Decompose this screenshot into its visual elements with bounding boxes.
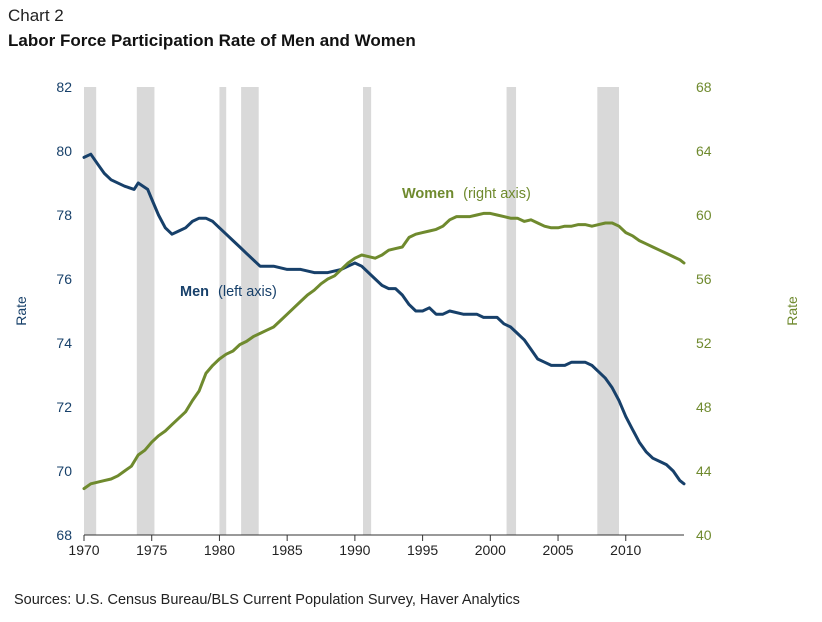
right-tick-label: 64 <box>696 143 712 159</box>
x-tick-label: 1980 <box>204 542 235 558</box>
left-tick-label: 70 <box>56 463 72 479</box>
left-tick-label: 78 <box>56 207 72 223</box>
chart-title: Labor Force Participation Rate of Men an… <box>8 31 416 50</box>
right-tick-label: 56 <box>696 271 712 287</box>
women-series-line <box>82 211 686 491</box>
recession-band <box>84 87 97 535</box>
recession-band <box>219 87 227 535</box>
women-series-axis-note: (right axis) <box>463 186 531 202</box>
recession-bands <box>84 87 619 535</box>
right-tick-label: 48 <box>696 399 712 415</box>
women-series-name: Women <box>402 186 454 202</box>
x-tick-label: 2010 <box>610 542 641 558</box>
right-axis-label: Rate <box>784 296 800 326</box>
right-tick-label: 60 <box>696 207 712 223</box>
x-tick-label: 1985 <box>272 542 303 558</box>
x-tick-label: 2000 <box>475 542 506 558</box>
left-tick-label: 68 <box>56 527 72 543</box>
men-series-line <box>82 152 686 486</box>
left-tick-label: 76 <box>56 271 72 287</box>
left-tick-label: 80 <box>56 143 72 159</box>
x-tick-label: 1995 <box>407 542 438 558</box>
x-tick-label: 1970 <box>68 542 99 558</box>
series-labels: Men (left axis) Women (right axis) <box>180 186 531 300</box>
source-note: Sources: U.S. Census Bureau/BLS Current … <box>14 592 520 608</box>
x-tick-label: 1990 <box>339 542 370 558</box>
axes: 1970 1975 1980 1985 1990 1995 2000 2005 2010 68 70… <box>13 79 800 558</box>
recession-band <box>363 87 372 535</box>
men-series-name: Men <box>180 284 209 300</box>
recession-band <box>597 87 619 535</box>
men-series-label: Men (left axis) <box>180 284 277 300</box>
chart-label: Chart 2 <box>8 6 64 25</box>
series-lines <box>82 152 686 491</box>
recession-band <box>241 87 259 535</box>
recession-band <box>506 87 517 535</box>
right-tick-label: 68 <box>696 79 712 95</box>
left-axis-label: Rate <box>13 296 29 326</box>
left-tick-label: 72 <box>56 399 72 415</box>
x-tick-label: 1975 <box>136 542 167 558</box>
left-tick-label: 74 <box>56 335 72 351</box>
right-tick-label: 44 <box>696 463 712 479</box>
right-tick-label: 52 <box>696 335 712 351</box>
left-tick-label: 82 <box>56 79 72 95</box>
right-tick-label: 40 <box>696 527 712 543</box>
recession-band <box>136 87 155 535</box>
men-series-axis-note: (left axis) <box>218 284 277 300</box>
x-tick-label: 2005 <box>542 542 573 558</box>
women-series-label: Women (right axis) <box>402 186 531 202</box>
